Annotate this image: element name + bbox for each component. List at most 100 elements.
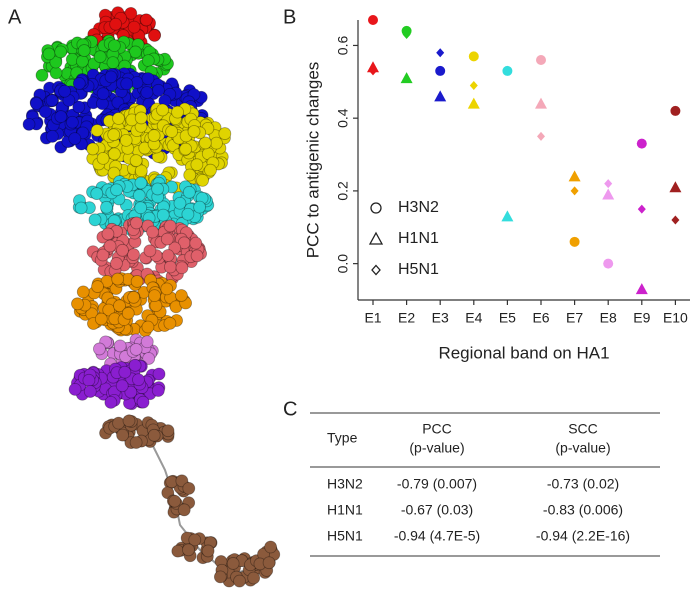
- atom: [112, 416, 125, 430]
- atom: [142, 352, 156, 365]
- legend-label: H3N2: [398, 199, 439, 216]
- atom: [264, 540, 277, 554]
- atom: [129, 436, 143, 449]
- point: [670, 105, 681, 116]
- atom: [83, 385, 97, 398]
- atom: [141, 320, 155, 334]
- point: [467, 97, 480, 109]
- atom: [177, 503, 191, 517]
- atom: [75, 54, 89, 68]
- atom: [218, 127, 232, 140]
- atom: [175, 261, 189, 275]
- legend-marker: [371, 264, 381, 276]
- atom: [175, 289, 188, 302]
- atom: [115, 379, 129, 393]
- point: [369, 66, 377, 76]
- atom: [163, 260, 177, 274]
- atom: [35, 68, 49, 82]
- point: [602, 188, 615, 200]
- atom: [161, 249, 175, 262]
- atom: [163, 219, 177, 233]
- cell: -0.94 (2.2E-16): [536, 528, 630, 544]
- atom: [188, 533, 202, 547]
- atom: [127, 20, 141, 34]
- atom: [130, 275, 144, 288]
- atom: [104, 70, 118, 84]
- point: [671, 215, 680, 225]
- atom: [68, 382, 82, 396]
- point: [435, 65, 446, 76]
- atom: [151, 83, 165, 97]
- atom: [102, 303, 116, 317]
- atom: [30, 97, 43, 110]
- atom: [88, 213, 102, 227]
- atom: [182, 543, 195, 557]
- header-cell: (p-value): [409, 440, 464, 456]
- atom: [124, 6, 138, 20]
- atom: [226, 557, 240, 570]
- atom: [146, 225, 159, 239]
- atom: [141, 72, 155, 86]
- atom: [109, 17, 123, 31]
- atom: [134, 176, 148, 190]
- atom: [204, 163, 217, 177]
- atom: [93, 342, 106, 356]
- atom: [198, 136, 212, 150]
- atom: [181, 207, 195, 221]
- atom: [101, 227, 115, 241]
- atom: [122, 414, 136, 428]
- protein-structure: [22, 6, 281, 588]
- point: [468, 51, 479, 62]
- atom: [116, 428, 130, 442]
- x-tick-label: E4: [465, 310, 482, 326]
- point: [637, 204, 646, 214]
- atom: [74, 201, 88, 215]
- atom: [22, 117, 36, 131]
- atom: [107, 128, 121, 142]
- atom: [148, 29, 161, 42]
- atom: [262, 556, 276, 570]
- atom: [121, 306, 135, 320]
- cell: -0.79 (0.007): [397, 476, 477, 492]
- atom: [151, 384, 165, 397]
- y-axis-label: PCC to antigenic changes: [303, 62, 322, 259]
- atom: [151, 182, 165, 196]
- atom: [120, 77, 134, 91]
- x-axis-label: Regional band on HA1: [438, 343, 609, 362]
- point: [635, 283, 648, 295]
- atom: [129, 45, 142, 59]
- atom: [190, 249, 204, 263]
- panel-label: C: [283, 398, 297, 420]
- atom: [190, 158, 204, 172]
- atom: [171, 544, 185, 558]
- atom: [175, 474, 189, 488]
- atom: [93, 50, 107, 64]
- atom: [179, 142, 193, 156]
- point: [603, 258, 614, 269]
- atom: [132, 189, 146, 202]
- point: [570, 186, 579, 196]
- y-tick-label: 0.6: [335, 36, 351, 56]
- point: [368, 15, 378, 25]
- y-tick-label: 0.4: [335, 108, 351, 128]
- atom: [71, 297, 84, 311]
- atom: [127, 248, 140, 261]
- atom: [94, 312, 108, 326]
- point: [400, 72, 413, 84]
- atom: [103, 239, 117, 253]
- atom: [49, 55, 63, 69]
- atom: [189, 236, 203, 250]
- point: [535, 97, 547, 109]
- x-tick-label: E7: [566, 310, 583, 326]
- cell: -0.94 (4.7E-5): [394, 528, 480, 544]
- atom: [82, 373, 96, 387]
- atom: [106, 56, 120, 70]
- atom: [107, 166, 121, 180]
- point: [537, 131, 545, 141]
- atom: [127, 290, 141, 304]
- atom: [134, 111, 148, 125]
- atom: [187, 125, 201, 138]
- y-tick-label: 0.2: [335, 181, 351, 201]
- x-tick-label: E2: [398, 310, 415, 326]
